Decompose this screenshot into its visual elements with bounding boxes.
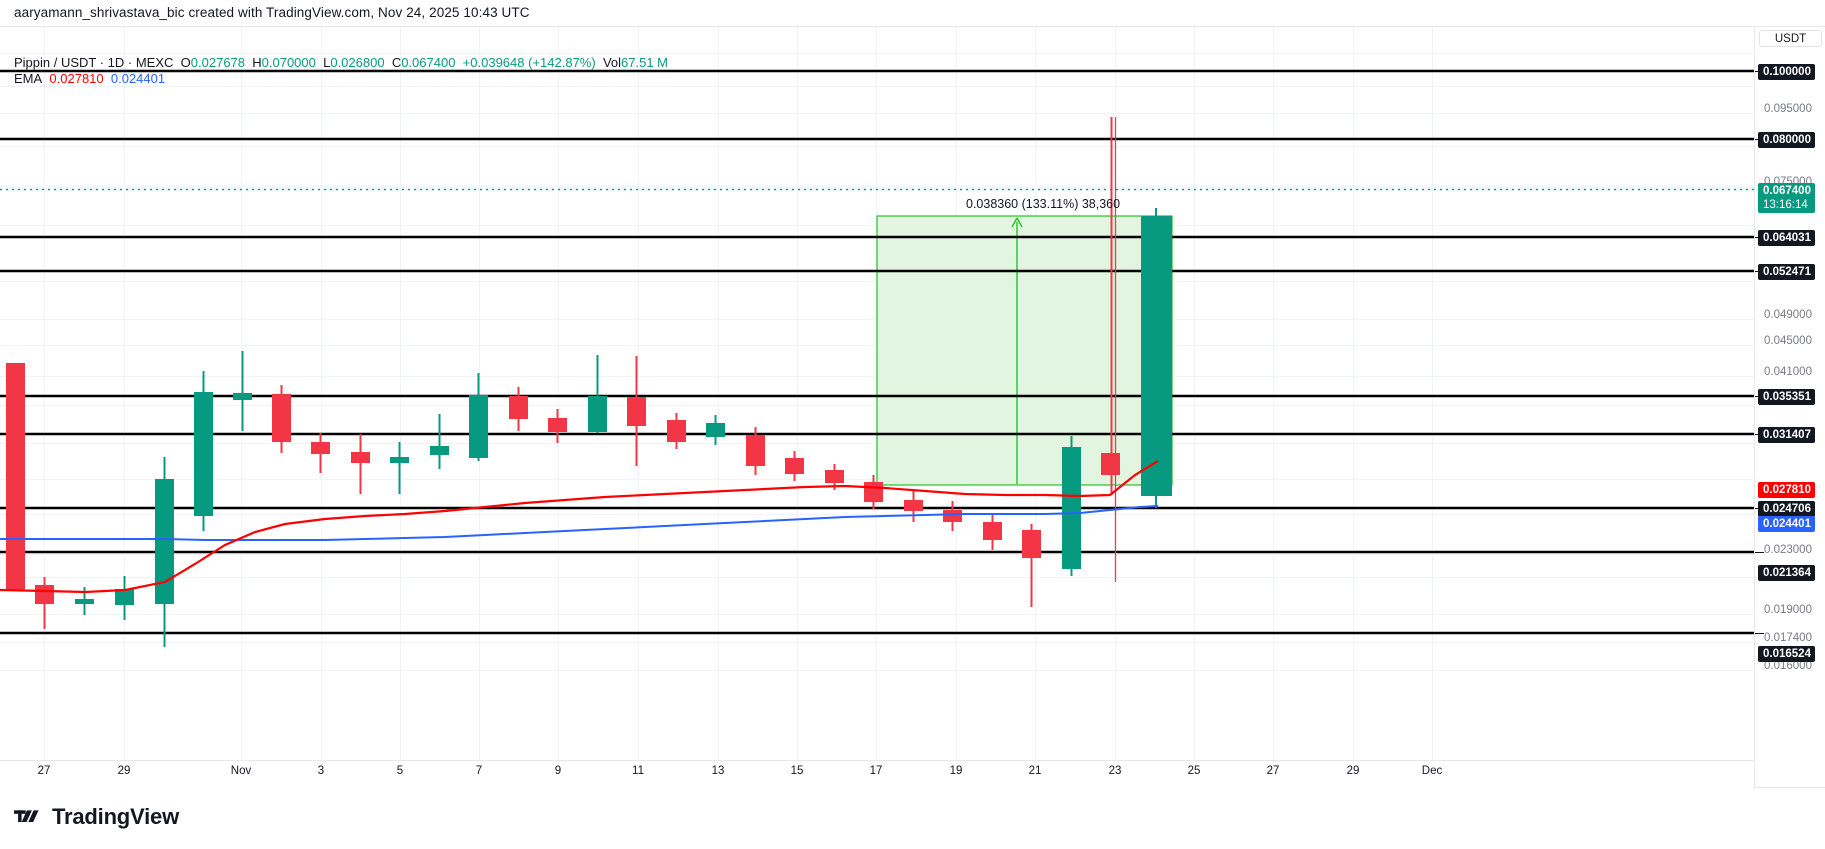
price-badge-last[interactable]: 0.067400 13:16:14 bbox=[1758, 183, 1815, 213]
candle bbox=[233, 351, 252, 431]
time-tick: 3 bbox=[317, 765, 325, 777]
chart-plot-area[interactable] bbox=[0, 27, 1754, 764]
candle bbox=[6, 363, 25, 591]
price-tick: 0.019000 bbox=[1764, 604, 1812, 616]
candle bbox=[272, 385, 291, 453]
time-tick: 9 bbox=[554, 765, 562, 777]
price-tick: 0.017400 bbox=[1764, 632, 1812, 644]
candle bbox=[706, 415, 725, 445]
candle bbox=[1022, 524, 1041, 607]
time-tick: 11 bbox=[632, 765, 644, 777]
time-tick: 27 bbox=[1266, 765, 1280, 777]
candle bbox=[311, 433, 330, 473]
time-tick: 13 bbox=[711, 765, 725, 777]
price-tick: 0.045000 bbox=[1764, 335, 1812, 347]
candle bbox=[115, 576, 134, 620]
price-badge-level[interactable]: 0.100000 bbox=[1758, 64, 1815, 80]
time-tick: 21 bbox=[1028, 765, 1042, 777]
price-tick: 0.095000 bbox=[1764, 103, 1812, 115]
axis-currency-label[interactable]: USDT bbox=[1759, 30, 1822, 47]
price-tick: 0.023000 bbox=[1764, 544, 1812, 556]
ema-fast-line bbox=[0, 460, 1159, 594]
candle bbox=[548, 409, 567, 443]
measure-tool-region[interactable] bbox=[876, 215, 1173, 486]
candle bbox=[75, 587, 94, 615]
price-tick: 0.049000 bbox=[1764, 309, 1812, 321]
price-tick: 0.016000 bbox=[1764, 660, 1812, 672]
tradingview-branding[interactable]: TradingView bbox=[14, 806, 179, 828]
price-badge-level[interactable]: 0.031407 bbox=[1758, 427, 1815, 443]
price-badge-level[interactable]: 0.035351 bbox=[1758, 389, 1815, 405]
candle bbox=[1062, 436, 1081, 576]
candle bbox=[390, 442, 409, 494]
candle bbox=[785, 451, 804, 481]
price-badge-level[interactable]: 0.021364 bbox=[1758, 565, 1815, 581]
time-tick: 17 bbox=[869, 765, 883, 777]
chart-canvas bbox=[0, 27, 1754, 764]
candle bbox=[194, 371, 213, 531]
candle bbox=[351, 434, 370, 494]
time-axis[interactable]: 27 29 Nov 3 5 7 9 11 13 15 17 19 21 23 2… bbox=[0, 760, 1754, 788]
price-badge-level[interactable]: 0.052471 bbox=[1758, 264, 1815, 280]
time-tick-month: Dec bbox=[1421, 765, 1443, 777]
attribution-text: aaryamann_shrivastava_bic created with T… bbox=[14, 5, 530, 20]
candle bbox=[746, 427, 765, 475]
time-tick: 27 bbox=[37, 765, 51, 777]
candle bbox=[509, 387, 528, 431]
candle bbox=[430, 414, 449, 469]
candle bbox=[155, 457, 174, 647]
candle bbox=[627, 356, 646, 466]
price-badge-level[interactable]: 0.064031 bbox=[1758, 230, 1815, 246]
time-tick: 15 bbox=[790, 765, 804, 777]
time-tick: 5 bbox=[396, 765, 404, 777]
last-price-value: 0.067400 bbox=[1763, 185, 1811, 197]
candle bbox=[588, 355, 607, 433]
time-tick: 29 bbox=[1346, 765, 1360, 777]
time-tick: 29 bbox=[117, 765, 131, 777]
candle bbox=[469, 373, 488, 461]
candle bbox=[35, 577, 54, 629]
price-level-lines bbox=[0, 69, 1754, 635]
price-axis[interactable]: USDT 0.105000 0.095000 0.085000 0.075000… bbox=[1754, 26, 1825, 788]
candle bbox=[943, 501, 962, 531]
ema-slow-line bbox=[0, 505, 1159, 541]
price-badge-level[interactable]: 0.024706 bbox=[1758, 501, 1815, 517]
candle bbox=[667, 413, 686, 449]
candle bbox=[904, 490, 923, 522]
time-tick: 7 bbox=[475, 765, 483, 777]
price-badge-level[interactable]: 0.080000 bbox=[1758, 132, 1815, 148]
axis-level-stub bbox=[1755, 552, 1764, 553]
price-badge-ema-slow[interactable]: 0.024401 bbox=[1758, 516, 1815, 532]
time-tick-month: Nov bbox=[230, 765, 252, 777]
price-tick: 0.041000 bbox=[1764, 366, 1812, 378]
price-badge-level[interactable]: 0.016524 bbox=[1758, 646, 1815, 662]
tradingview-wordmark: TradingView bbox=[52, 804, 179, 829]
chart-pane[interactable]: Pippin / USDT · 1D · MEXC O0.027678 H0.0… bbox=[0, 26, 1754, 788]
time-tick: 23 bbox=[1108, 765, 1122, 777]
time-tick: 19 bbox=[949, 765, 963, 777]
price-badge-ema-fast[interactable]: 0.027810 bbox=[1758, 482, 1815, 498]
candle bbox=[983, 514, 1002, 550]
candlestick-series bbox=[6, 117, 1172, 647]
candle-current bbox=[1141, 208, 1172, 508]
candle bbox=[825, 464, 844, 490]
tradingview-logo-icon bbox=[14, 810, 39, 822]
candle bbox=[1101, 117, 1120, 495]
bar-countdown: 13:16:14 bbox=[1763, 199, 1808, 211]
axis-level-stub bbox=[1755, 633, 1764, 634]
time-tick: 25 bbox=[1187, 765, 1201, 777]
